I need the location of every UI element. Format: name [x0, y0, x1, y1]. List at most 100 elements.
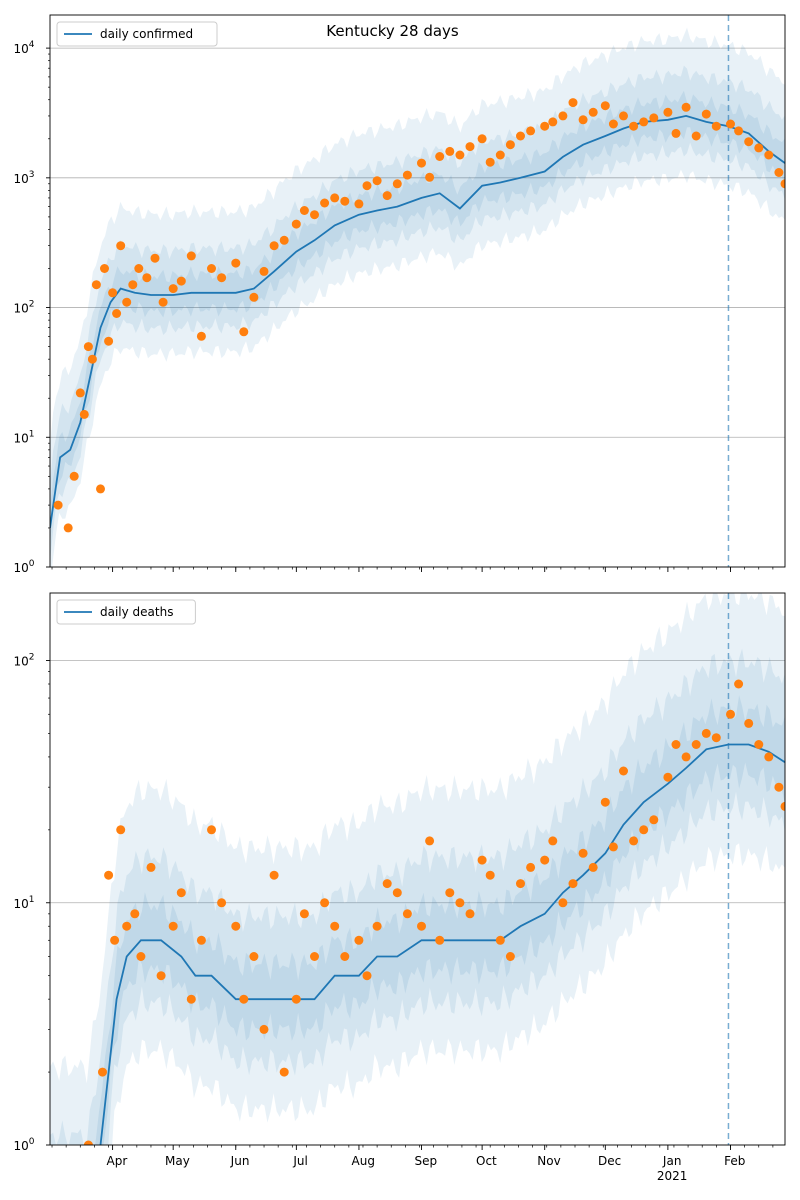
- deaths-panel: 100 101 102 Apr May Jun Jul Aug Sep Oct Nov Dec Jan2…: [13, 592, 786, 1183]
- data-point: [75, 388, 85, 398]
- uncertainty-band: [50, 648, 785, 1145]
- y-tick-label: 100: [13, 559, 34, 575]
- data-point: [445, 888, 455, 898]
- data-point: [608, 119, 618, 129]
- data-point: [176, 276, 186, 286]
- data-point: [548, 836, 558, 846]
- uncertainty-band: [94, 695, 785, 1145]
- data-point: [681, 752, 691, 762]
- x-tick-label: Feb: [724, 1154, 745, 1168]
- data-point: [608, 842, 618, 852]
- data-point: [239, 994, 249, 1004]
- data-point: [548, 117, 558, 127]
- data-point: [619, 111, 628, 121]
- x-tick-label: 2021: [657, 1169, 688, 1183]
- data-point: [392, 888, 402, 898]
- data-point: [128, 280, 138, 290]
- data-point: [619, 766, 628, 776]
- data-point: [340, 952, 350, 961]
- data-point: [362, 971, 372, 981]
- data-point: [402, 170, 412, 180]
- data-point: [168, 284, 178, 294]
- data-point: [558, 111, 568, 121]
- data-point: [362, 181, 372, 191]
- data-point: [196, 935, 206, 945]
- data-point: [711, 733, 721, 743]
- data-point: [291, 994, 301, 1004]
- x-tick-label: Aug: [352, 1154, 375, 1168]
- data-point: [136, 952, 146, 961]
- y-tick-label: 103: [13, 170, 34, 186]
- data-point: [98, 1067, 107, 1077]
- y-tick-label: 102: [13, 300, 34, 316]
- data-point: [505, 952, 515, 961]
- data-point: [425, 172, 435, 182]
- data-point: [310, 952, 319, 961]
- data-point: [196, 331, 206, 341]
- data-point: [629, 836, 639, 846]
- data-point: [116, 241, 126, 251]
- data-point: [754, 143, 764, 153]
- data-point: [445, 146, 455, 156]
- data-point: [299, 909, 309, 919]
- data-point: [780, 801, 785, 811]
- data-point: [130, 909, 140, 919]
- series-line: [99, 743, 785, 1145]
- data-point: [629, 121, 639, 131]
- data-point: [477, 134, 487, 144]
- data-point: [505, 140, 515, 150]
- data-point: [382, 879, 392, 889]
- data-point: [435, 935, 445, 945]
- data-point: [142, 273, 152, 283]
- data-point: [639, 117, 649, 127]
- data-point: [156, 971, 166, 981]
- y-tick-label: 101: [13, 429, 34, 445]
- data-point: [217, 273, 227, 283]
- data-point: [231, 921, 241, 931]
- data-point: [485, 870, 495, 880]
- data-point: [354, 935, 364, 945]
- data-point: [146, 862, 156, 872]
- data-point: [578, 848, 588, 858]
- data-point: [112, 309, 122, 318]
- data-point: [663, 772, 673, 782]
- data-point: [485, 157, 495, 167]
- data-point: [158, 297, 168, 307]
- data-point: [110, 935, 120, 945]
- data-point: [91, 280, 101, 290]
- data-point: [259, 266, 269, 276]
- data-point: [744, 718, 754, 728]
- data-point: [291, 219, 301, 229]
- data-point: [330, 921, 340, 931]
- data-point: [774, 782, 784, 792]
- data-point: [600, 101, 610, 111]
- data-point: [495, 150, 505, 160]
- data-point: [540, 121, 550, 131]
- data-point: [649, 113, 659, 123]
- data-point: [526, 862, 536, 872]
- data-point: [231, 258, 241, 268]
- data-point: [176, 888, 186, 898]
- data-point: [69, 471, 79, 481]
- data-point: [540, 855, 550, 865]
- data-point: [382, 191, 392, 201]
- x-tick-label: May: [165, 1154, 190, 1168]
- data-point: [639, 825, 649, 835]
- data-point: [726, 119, 735, 129]
- data-point: [455, 150, 465, 160]
- data-point: [269, 241, 279, 251]
- data-point: [726, 709, 735, 719]
- data-point: [63, 523, 73, 533]
- data-point: [588, 107, 598, 117]
- data-point: [320, 898, 330, 908]
- data-point: [425, 836, 435, 846]
- data-point: [516, 131, 525, 141]
- data-point: [526, 126, 536, 136]
- data-point: [588, 862, 598, 872]
- data-point: [269, 870, 279, 880]
- data-point: [104, 870, 114, 880]
- uncertainty-band: [50, 593, 785, 1145]
- data-point: [279, 235, 289, 245]
- data-point: [455, 898, 465, 908]
